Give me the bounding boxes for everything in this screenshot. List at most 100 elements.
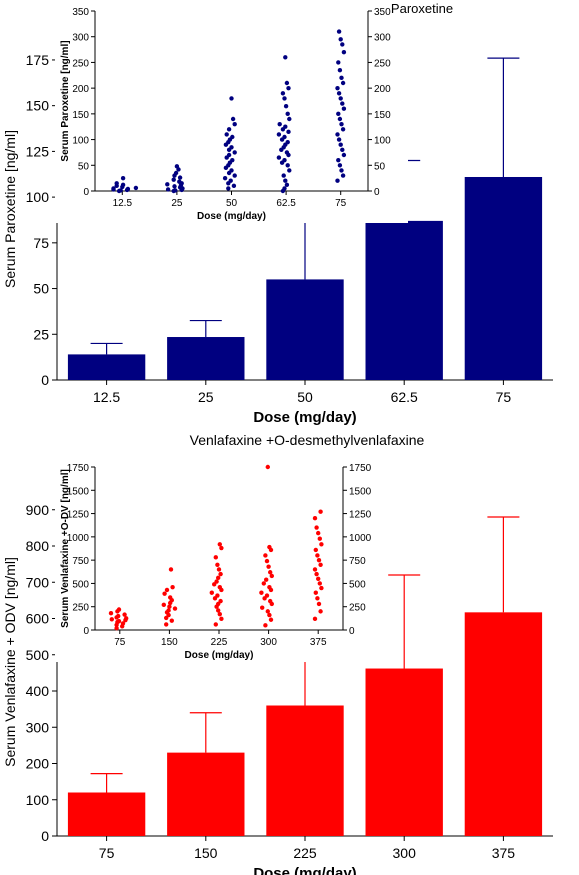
data-point	[319, 585, 324, 591]
inset-right-y-tick-label: 150	[374, 110, 391, 121]
inset-x-axis-label: Dose (mg/day)	[185, 650, 254, 661]
data-point	[285, 111, 290, 117]
y-tick-label: 50	[33, 281, 49, 297]
inset-right-y-tick-label: 1500	[349, 486, 372, 497]
data-point	[260, 605, 265, 610]
inset-x-tick-label: 12.5	[113, 198, 133, 209]
data-point	[338, 37, 343, 42]
data-point	[230, 134, 235, 140]
data-point	[261, 581, 266, 586]
data-point	[336, 29, 342, 34]
inset-x-tick-label: 375	[310, 637, 327, 648]
data-point	[265, 464, 270, 470]
data-point	[336, 137, 342, 142]
y-tick-label: 75	[33, 235, 49, 251]
inset-right-y-tick-label: 350	[374, 7, 391, 18]
inset-x-tick-label: 25	[171, 198, 183, 209]
inset-y-tick-label: 150	[72, 110, 89, 121]
data-point	[268, 598, 273, 604]
data-point	[209, 590, 214, 595]
data-point	[280, 91, 286, 96]
data-point	[133, 185, 139, 191]
bar	[67, 354, 146, 380]
data-point	[340, 80, 346, 86]
data-point	[213, 555, 218, 560]
data-point	[316, 601, 322, 607]
data-point	[337, 116, 343, 122]
data-point	[263, 623, 268, 628]
data-point	[337, 163, 343, 168]
data-point	[318, 509, 323, 514]
bar	[266, 705, 344, 836]
data-point	[312, 616, 318, 622]
y-tick-label: 0	[41, 828, 49, 844]
data-point	[170, 584, 175, 590]
data-point	[166, 608, 171, 613]
data-point	[229, 168, 234, 173]
x-axis-label: Dose (mg/day)	[253, 865, 356, 875]
data-point	[217, 611, 222, 617]
data-point	[168, 595, 173, 600]
data-point	[287, 168, 292, 173]
data-point	[177, 179, 182, 184]
data-point	[285, 163, 290, 168]
data-point	[118, 188, 123, 193]
data-point	[267, 612, 272, 618]
data-point	[116, 607, 122, 612]
inset-y-tick-label: 200	[72, 84, 89, 95]
inset-right-y-tick-label: 0	[349, 626, 355, 637]
data-point	[114, 625, 119, 631]
inset-y-tick-label: 50	[78, 161, 90, 172]
data-point	[314, 525, 319, 530]
y-tick-label: 25	[33, 326, 49, 342]
x-axis-label: Dose (mg/day)	[253, 409, 356, 426]
data-point	[284, 80, 290, 86]
data-point	[283, 178, 288, 183]
y-tick-label: 300	[26, 719, 50, 735]
data-point	[164, 622, 169, 627]
inset-y-axis-label: Serum Paroxetine [ng/ml]	[60, 40, 71, 161]
y-tick-label: 175	[26, 52, 50, 68]
data-point	[172, 184, 177, 189]
data-point	[114, 181, 119, 186]
data-point	[336, 111, 341, 117]
data-point	[171, 177, 176, 182]
data-point	[340, 42, 345, 47]
data-point	[216, 575, 221, 581]
x-tick-label: 150	[194, 845, 218, 861]
data-point	[228, 178, 233, 183]
data-point	[335, 85, 340, 91]
inset-x-tick-label: 75	[335, 198, 347, 209]
data-point	[174, 164, 180, 169]
data-point	[318, 609, 323, 614]
data-point	[281, 173, 286, 178]
data-point	[267, 584, 272, 590]
y-tick-label: 0	[41, 372, 49, 388]
data-point	[335, 132, 340, 137]
data-point	[313, 547, 318, 553]
data-point	[232, 173, 237, 178]
inset-y-tick-label: 300	[72, 33, 89, 44]
data-point	[335, 178, 340, 183]
data-point	[124, 616, 129, 621]
data-point	[268, 570, 273, 575]
data-point	[313, 590, 318, 595]
data-point	[224, 132, 229, 137]
data-point	[312, 567, 318, 572]
data-point	[264, 593, 270, 598]
data-point	[222, 175, 228, 181]
data-point	[111, 186, 116, 191]
data-point	[282, 186, 287, 191]
data-point	[232, 121, 237, 127]
data-point	[214, 579, 219, 584]
inset-x-axis-label: Dose (mg/day)	[197, 211, 266, 222]
y-tick-label: 600	[26, 611, 50, 627]
inset-x-tick-label: 300	[260, 637, 277, 648]
data-point	[286, 85, 291, 91]
data-point	[283, 124, 288, 129]
data-point	[340, 147, 345, 153]
inset-y-axis-label: Serum Venlafaxine +O-DV [ng/ml]	[60, 469, 71, 628]
y-tick-label: 500	[26, 647, 50, 663]
data-point	[217, 584, 222, 590]
